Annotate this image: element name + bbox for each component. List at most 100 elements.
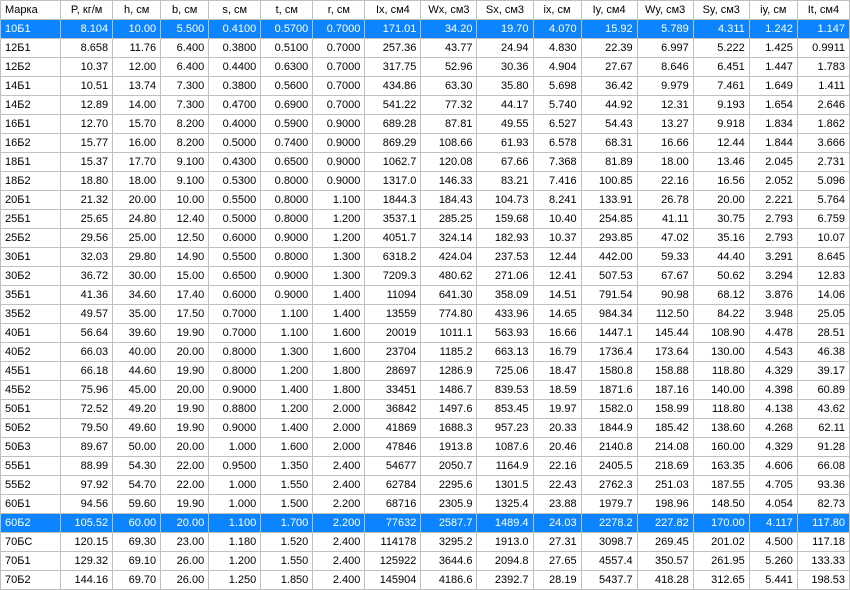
table-row[interactable]: 12Б210.3712.006.4000.44000.63000.7000317… [1, 58, 850, 77]
table-row[interactable]: 50Б389.6750.0020.001.0001.6002.000478461… [1, 438, 850, 457]
cell: 35.00 [113, 305, 161, 324]
cell: 36842 [365, 400, 421, 419]
cell: 30.36 [477, 58, 533, 77]
cell: 2.200 [313, 514, 365, 533]
cell: 14.00 [113, 96, 161, 115]
cell: 68.12 [693, 286, 749, 305]
cell: 62.11 [797, 419, 849, 438]
table-row[interactable]: 20Б121.3220.0010.000.55000.80001.1001844… [1, 191, 850, 210]
cell: 251.03 [637, 476, 693, 495]
col-header[interactable]: iy, см [749, 1, 797, 20]
cell: 1.649 [749, 77, 797, 96]
cell: 16.00 [113, 134, 161, 153]
cell: 17.70 [113, 153, 161, 172]
cell: 0.6900 [261, 96, 313, 115]
col-header[interactable]: t, см [261, 1, 313, 20]
cell: 257.36 [365, 39, 421, 58]
table-row[interactable]: 70БС120.1569.3023.001.1801.5202.40011417… [1, 533, 850, 552]
cell: 1.242 [749, 20, 797, 39]
row-label: 14Б2 [1, 96, 61, 115]
table-row[interactable]: 50Б279.5049.6019.900.90001.4002.00041869… [1, 419, 850, 438]
cell: 44.40 [693, 248, 749, 267]
table-row[interactable]: 14Б212.8914.007.3000.47000.69000.7000541… [1, 96, 850, 115]
cell: 36.72 [61, 267, 113, 286]
cell: 12.83 [797, 267, 849, 286]
cell: 11094 [365, 286, 421, 305]
cell: 108.90 [693, 324, 749, 343]
cell: 11.76 [113, 39, 161, 58]
cell: 18.59 [533, 381, 581, 400]
cell: 43.62 [797, 400, 849, 419]
table-row[interactable]: 45Б275.9645.0020.000.90001.4001.80033451… [1, 381, 850, 400]
table-row[interactable]: 12Б18.65811.766.4000.38000.51000.7000257… [1, 39, 850, 58]
cell: 67.67 [637, 267, 693, 286]
col-header[interactable]: r, см [313, 1, 365, 20]
cell: 1301.5 [477, 476, 533, 495]
col-header[interactable]: It, см4 [797, 1, 849, 20]
col-header[interactable]: Ix, см4 [365, 1, 421, 20]
cell: 26.00 [161, 552, 209, 571]
table-row[interactable]: 14Б110.5113.747.3000.38000.56000.7000434… [1, 77, 850, 96]
table-row[interactable]: 40Б156.6439.6019.900.70001.1001.60020019… [1, 324, 850, 343]
col-header[interactable]: h, см [113, 1, 161, 20]
col-header[interactable]: Sx, см3 [477, 1, 533, 20]
table-row[interactable]: 30Б236.7230.0015.000.65000.90001.3007209… [1, 267, 850, 286]
cell: 1447.1 [581, 324, 637, 343]
table-row[interactable]: 10Б18.10410.005.5000.41000.57000.7000171… [1, 20, 850, 39]
table-row[interactable]: 18Б115.3717.709.1000.43000.65000.9000106… [1, 153, 850, 172]
cell: 39.17 [797, 362, 849, 381]
table-row[interactable]: 40Б266.0340.0020.000.80001.3001.60023704… [1, 343, 850, 362]
table-row[interactable]: 55Б188.9954.3022.000.95001.3502.40054677… [1, 457, 850, 476]
cell: 54.30 [113, 457, 161, 476]
cell: 1580.8 [581, 362, 637, 381]
cell: 49.60 [113, 419, 161, 438]
col-header[interactable]: Марка [1, 1, 61, 20]
table-row[interactable]: 25Б125.6524.8012.400.50000.80001.2003537… [1, 210, 850, 229]
table-row[interactable]: 16Б215.7716.008.2000.50000.74000.9000869… [1, 134, 850, 153]
table-row[interactable]: 70Б1129.3269.1026.001.2001.5502.40012592… [1, 552, 850, 571]
cell: 25.00 [113, 229, 161, 248]
cell: 10.00 [161, 191, 209, 210]
cell: 163.35 [693, 457, 749, 476]
cell: 791.54 [581, 286, 637, 305]
cell: 8.200 [161, 134, 209, 153]
cell: 36.42 [581, 77, 637, 96]
col-header[interactable]: s, см [209, 1, 261, 20]
cell: 2.400 [313, 476, 365, 495]
cell: 112.50 [637, 305, 693, 324]
cell: 271.06 [477, 267, 533, 286]
col-header[interactable]: Wx, см3 [421, 1, 477, 20]
cell: 2587.7 [421, 514, 477, 533]
table-row[interactable]: 18Б218.8018.009.1000.53000.80000.9000131… [1, 172, 850, 191]
table-row[interactable]: 35Б249.5735.0017.500.70001.1001.40013559… [1, 305, 850, 324]
table-row[interactable]: 50Б172.5249.2019.900.88001.2002.00036842… [1, 400, 850, 419]
col-header[interactable]: Wy, см3 [637, 1, 693, 20]
cell: 312.65 [693, 571, 749, 590]
table-row[interactable]: 70Б2144.1669.7026.001.2501.8502.40014590… [1, 571, 850, 590]
cell: 114178 [365, 533, 421, 552]
col-header[interactable]: Sy, см3 [693, 1, 749, 20]
cell: 563.93 [477, 324, 533, 343]
cell: 24.80 [113, 210, 161, 229]
table-row[interactable]: 16Б112.7015.708.2000.40000.59000.9000689… [1, 115, 850, 134]
cell: 20.00 [161, 381, 209, 400]
table-row[interactable]: 35Б141.3634.6017.400.60000.90001.4001109… [1, 286, 850, 305]
cell: 52.96 [421, 58, 477, 77]
col-header[interactable]: ix, см [533, 1, 581, 20]
table-row[interactable]: 45Б166.1844.6019.900.80001.2001.80028697… [1, 362, 850, 381]
cell: 14.90 [161, 248, 209, 267]
col-header[interactable]: P, кг/м [61, 1, 113, 20]
col-header[interactable]: Iy, см4 [581, 1, 637, 20]
row-label: 12Б1 [1, 39, 61, 58]
col-header[interactable]: b, см [161, 1, 209, 20]
table-row[interactable]: 30Б132.0329.8014.900.55000.80001.3006318… [1, 248, 850, 267]
cell: 144.16 [61, 571, 113, 590]
table-row[interactable]: 55Б297.9254.7022.001.0001.5502.400627842… [1, 476, 850, 495]
cell: 6.451 [693, 58, 749, 77]
table-row[interactable]: 25Б229.5625.0012.500.60000.90001.2004051… [1, 229, 850, 248]
cell: 32.03 [61, 248, 113, 267]
table-row[interactable]: 60Б194.5659.6019.901.0001.5002.200687162… [1, 495, 850, 514]
cell: 8.645 [797, 248, 849, 267]
table-row[interactable]: 60Б2105.5260.0020.001.1001.7002.20077632… [1, 514, 850, 533]
cell: 29.56 [61, 229, 113, 248]
